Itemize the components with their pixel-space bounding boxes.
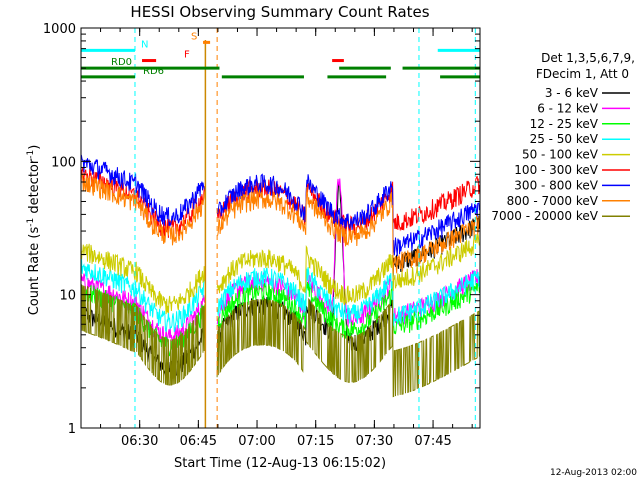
chart-title: HESSI Observing Summary Count Rates — [130, 3, 429, 21]
legend-label-3: 12 - 25 keV — [530, 117, 599, 131]
flag-label-s: S — [191, 31, 197, 42]
y-axis-label: Count Rate (s-1 detector-1) — [26, 145, 42, 316]
y-tick-label-3: 100 — [51, 155, 76, 170]
plot-frame — [80, 27, 481, 429]
series-line-4 — [80, 258, 480, 332]
series-line-9 — [80, 284, 480, 398]
legend-label-4: 25 - 50 keV — [530, 132, 599, 146]
y-axis-label-sup1: -1 — [26, 218, 36, 227]
x-tick-label-1: 06:30 — [121, 434, 158, 449]
y-tick-label-4: 1000 — [43, 22, 76, 37]
y-axis-label-sup2: -1 — [26, 150, 36, 159]
y-axis-label-mid: detector — [27, 158, 42, 218]
legend-header-line-1: Det 1,3,5,6,7,9, — [541, 51, 635, 65]
series-line-8 — [80, 173, 480, 274]
legend-header-line-2: FDecim 1, Att 0 — [536, 67, 629, 81]
y-axis-label-main: Count Rate (s — [27, 227, 42, 316]
x-tick-label-6: 07:45 — [414, 434, 451, 449]
x-tick-label-4: 07:15 — [297, 434, 334, 449]
series-line-5 — [80, 233, 480, 315]
x-tick-label-3: 07:00 — [238, 434, 275, 449]
legend-label-9: 7000 - 20000 keV — [491, 209, 598, 223]
flag-label-rd6: RD6 — [143, 66, 164, 77]
legend: Det 1,3,5,6,7,9, FDecim 1, Att 0 3 - 6 k… — [491, 51, 635, 223]
legend-label-8: 800 - 7000 keV — [507, 194, 599, 208]
legend-label-2: 6 - 12 keV — [537, 101, 599, 115]
x-tick-label-2: 06:45 — [180, 434, 217, 449]
flag-label-f: F — [184, 50, 190, 61]
x-tick-label-5: 07:30 — [356, 434, 393, 449]
legend-label-5: 50 - 100 keV — [522, 148, 599, 162]
y-tick-label-2: 10 — [59, 289, 76, 304]
series-line-7 — [80, 154, 480, 257]
plot-area: N FS RD0 RD6 1 10 100 1000 06:30 06:45 07:00 07:15 0… — [43, 22, 481, 449]
flag-label-n: N — [141, 39, 148, 50]
legend-label-1: 3 - 6 keV — [545, 86, 599, 100]
x-axis-label: Start Time (12-Aug-13 06:15:02) — [174, 456, 386, 471]
footer-date: 12-Aug-2013 02:00 — [550, 468, 637, 478]
y-axis-label-end: ) — [27, 145, 42, 150]
flag-label-rd0: RD0 — [111, 57, 132, 68]
legend-label-7: 300 - 800 keV — [514, 178, 598, 192]
y-tick-label-1: 1 — [68, 422, 76, 437]
legend-label-6: 100 - 300 keV — [514, 163, 598, 177]
